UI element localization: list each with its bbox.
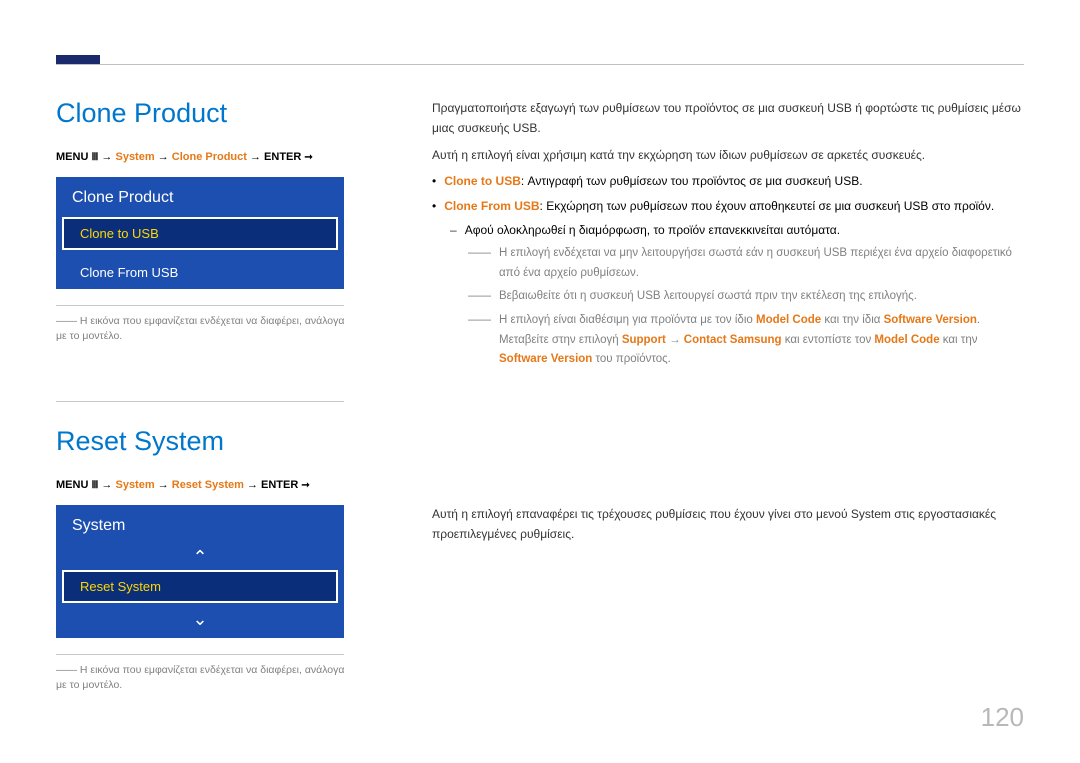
chevron-up-icon[interactable]: ⌃ [56, 545, 344, 570]
menu-icon: Ⅲ [91, 480, 98, 491]
body-text: Αυτή η επιλογή είναι χρήσιμη κατά την εκ… [432, 145, 1024, 165]
header-tab [56, 55, 100, 64]
bullet-dot: • [432, 171, 436, 191]
breadcrumb-menu-label: MENU [56, 151, 88, 163]
breadcrumb-page: Reset System [172, 479, 244, 491]
model-code: Model Code [874, 334, 939, 346]
t: και την ίδια [821, 314, 883, 326]
page: Clone Product MENU Ⅲ → System → Clone Pr… [0, 0, 1080, 733]
enter-icon: ➞ [301, 480, 309, 491]
breadcrumb-sep: → [101, 151, 112, 163]
caption-reset: ―― Η εικόνα που εμφανίζεται ενδέχεται να… [56, 663, 356, 692]
text: Η επιλογή ενδέχεται να μην λειτουργήσει … [499, 244, 1024, 283]
dash-icon: ‒ [450, 220, 457, 240]
label: Clone From USB [444, 199, 539, 213]
sub-sub-bullet: ―― Η επιλογή είναι διαθέσιμη για προϊόντ… [468, 311, 1024, 370]
text: Η επιλογή είναι διαθέσιμη για προϊόντα μ… [499, 311, 1024, 370]
caption-divider [56, 305, 344, 306]
t: και την [940, 334, 978, 346]
label: Clone to USB [444, 174, 521, 188]
bullet-text: Clone From USB: Εκχώρηση των ρυθμίσεων π… [444, 196, 1024, 216]
text: : Εκχώρηση των ρυθμίσεων που έχουν αποθη… [540, 199, 995, 213]
t: Η επιλογή είναι διαθέσιμη για προϊόντα μ… [499, 314, 756, 326]
long-dash-icon: ―― [468, 287, 491, 307]
support: Support [622, 334, 666, 346]
content: Clone Product MENU Ⅲ → System → Clone Pr… [56, 98, 1024, 693]
reset-menu-box: System ⌃ Reset System ⌄ [56, 505, 344, 638]
menu-box-title: Clone Product [56, 177, 344, 217]
chevron-down-icon[interactable]: ⌄ [56, 607, 344, 638]
long-dash-icon: ―― [468, 311, 491, 370]
sub-sub-bullet: ―― Βεβαιωθείτε ότι η συσκευή USB λειτουρ… [468, 287, 1024, 307]
right-column: Πραγματοποιήστε εξαγωγή των ρυθμίσεων το… [432, 98, 1024, 693]
caption-text: Η εικόνα που εμφανίζεται ενδέχεται να δι… [56, 315, 344, 342]
breadcrumb-clone: MENU Ⅲ → System → Clone Product → ENTER … [56, 151, 396, 163]
clone-menu-box: Clone Product Clone to USB Clone From US… [56, 177, 344, 289]
t: του προϊόντος. [592, 353, 671, 365]
breadcrumb-sep: → [250, 151, 261, 163]
t: και εντοπίστε τον [782, 334, 875, 346]
sub-sub-bullet: ―― Η επιλογή ενδέχεται να μην λειτουργήσ… [468, 244, 1024, 283]
section-title-reset: Reset System [56, 426, 396, 457]
software-version: Software Version [884, 314, 977, 326]
header-rule [56, 64, 1024, 65]
caption-divider [56, 654, 344, 655]
breadcrumb-page: Clone Product [172, 151, 247, 163]
breadcrumb-sep: → [158, 151, 169, 163]
contact-samsung: Contact Samsung [684, 334, 782, 346]
model-code: Model Code [756, 314, 821, 326]
bullet-clone-to-usb: • Clone to USB: Αντιγραφή των ρυθμίσεων … [432, 171, 1024, 191]
caption-dash: ―― [56, 664, 77, 676]
enter-icon: ➞ [304, 152, 312, 163]
t: → [666, 334, 684, 346]
breadcrumb-menu-label: MENU [56, 479, 88, 491]
body-text-reset: Αυτή η επιλογή επαναφέρει τις τρέχουσες … [432, 504, 1024, 545]
long-dash-icon: ―― [468, 244, 491, 283]
software-version: Software Version [499, 353, 592, 365]
caption-dash: ―― [56, 315, 77, 327]
bullet-text: Clone to USB: Αντιγραφή των ρυθμίσεων το… [444, 171, 1024, 191]
menu-icon: Ⅲ [91, 152, 98, 163]
menu-box-title: System [56, 505, 344, 545]
page-number: 120 [981, 702, 1024, 733]
text: Βεβαιωθείτε ότι η συσκευή USB λειτουργεί… [499, 287, 917, 307]
menu-item-reset-system[interactable]: Reset System [62, 570, 338, 603]
caption-text: Η εικόνα που εμφανίζεται ενδέχεται να δι… [56, 664, 344, 691]
left-column: Clone Product MENU Ⅲ → System → Clone Pr… [56, 98, 396, 693]
text: : Αντιγραφή των ρυθμίσεων του προϊόντος … [521, 174, 863, 188]
menu-item-clone-from-usb[interactable]: Clone From USB [62, 256, 338, 289]
breadcrumb-sep: → [158, 479, 169, 491]
breadcrumb-sep: → [101, 479, 112, 491]
bullet-dot: • [432, 196, 436, 216]
breadcrumb-enter-label: ENTER [261, 479, 298, 491]
section-divider [56, 401, 344, 402]
breadcrumb-system: System [115, 151, 154, 163]
text: Αφού ολοκληρωθεί η διαμόρφωση, το προϊόν… [465, 220, 840, 240]
section-title-clone: Clone Product [56, 98, 396, 129]
sub-bullet: ‒ Αφού ολοκληρωθεί η διαμόρφωση, το προϊ… [450, 220, 1024, 240]
breadcrumb-reset: MENU Ⅲ → System → Reset System → ENTER ➞ [56, 479, 396, 491]
menu-item-clone-to-usb[interactable]: Clone to USB [62, 217, 338, 250]
spacer [432, 374, 1024, 504]
breadcrumb-sep: → [247, 479, 258, 491]
caption-clone: ―― Η εικόνα που εμφανίζεται ενδέχεται να… [56, 314, 356, 343]
body-text: Πραγματοποιήστε εξαγωγή των ρυθμίσεων το… [432, 98, 1024, 139]
breadcrumb-enter-label: ENTER [264, 151, 301, 163]
breadcrumb-system: System [115, 479, 154, 491]
bullet-clone-from-usb: • Clone From USB: Εκχώρηση των ρυθμίσεων… [432, 196, 1024, 216]
